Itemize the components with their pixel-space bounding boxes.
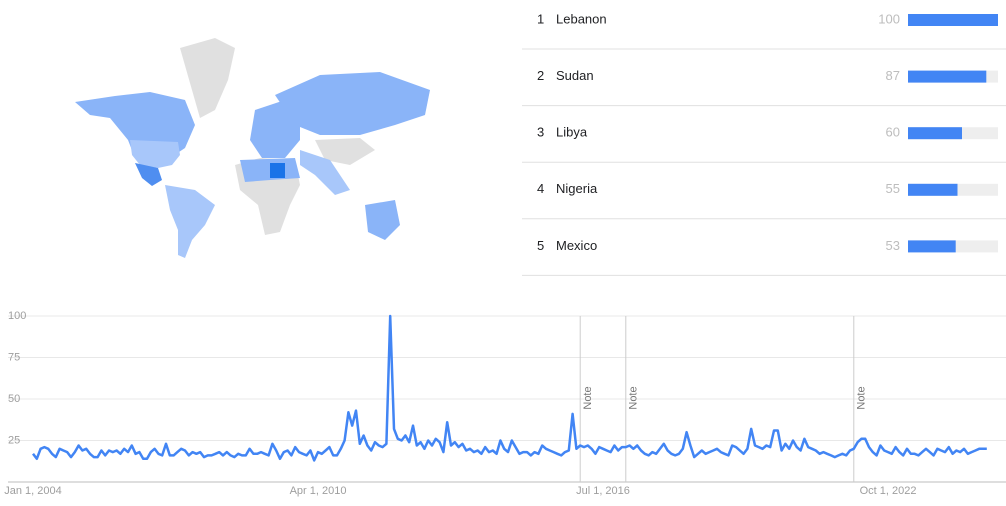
bar: [908, 240, 956, 253]
map-region: [250, 100, 300, 158]
map-region: [180, 38, 235, 118]
region-name: Nigeria: [556, 181, 598, 196]
map-region: [270, 163, 285, 178]
rank: 5: [537, 238, 544, 253]
region-name: Mexico: [556, 238, 597, 253]
note-label: Note: [582, 386, 594, 409]
rank: 3: [537, 125, 544, 140]
map-region: [130, 140, 180, 168]
region-name: Libya: [556, 125, 588, 140]
map-region: [275, 72, 430, 135]
note-label: Note: [628, 386, 640, 409]
map-region: [165, 185, 215, 258]
x-tick-label: Jul 1, 2016: [576, 485, 630, 497]
y-tick-label: 75: [8, 351, 20, 363]
rank: 2: [537, 68, 544, 83]
x-tick-label: Jan 1, 2004: [4, 485, 62, 497]
bar: [908, 183, 958, 196]
region-value: 100: [878, 11, 900, 26]
y-tick-label: 100: [8, 310, 26, 322]
rank: 4: [537, 181, 544, 196]
world-map: [75, 38, 430, 258]
map-region: [300, 150, 350, 195]
map-region: [365, 200, 400, 240]
bar: [908, 14, 998, 26]
y-tick-label: 25: [8, 434, 20, 446]
map-region: [135, 163, 162, 186]
y-tick-label: 50: [8, 393, 20, 405]
rank: 1: [537, 11, 544, 26]
x-tick-label: Oct 1, 2022: [860, 485, 917, 497]
region-name: Lebanon: [556, 11, 607, 26]
region-value: 55: [886, 181, 900, 196]
note-label: Note: [856, 386, 868, 409]
map-region: [315, 138, 375, 165]
region-value: 60: [886, 125, 900, 140]
region-name: Sudan: [556, 68, 594, 83]
bar: [908, 127, 962, 140]
bar: [908, 70, 987, 83]
interest-chart: 25 50 75 100 Jan 1, 2004 Apr 1, 2010 Jul 1, 20…: [4, 310, 1006, 497]
region-value: 53: [886, 238, 900, 253]
trend-line: [32, 314, 987, 462]
region-value: 87: [886, 68, 900, 83]
x-tick-label: Apr 1, 2010: [290, 485, 347, 497]
